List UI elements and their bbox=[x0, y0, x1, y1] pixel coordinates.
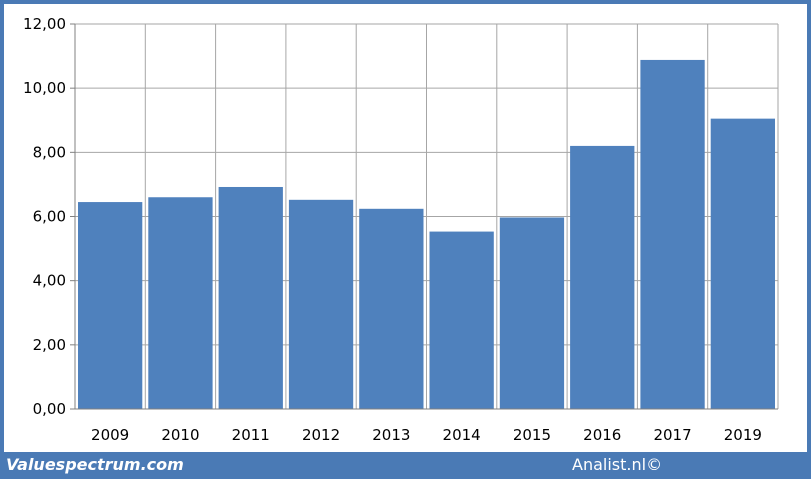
y-tick-label: 2,00 bbox=[33, 336, 66, 354]
bar-2012 bbox=[288, 199, 354, 409]
x-tick-label: 2015 bbox=[513, 426, 551, 444]
x-tick-label: 2016 bbox=[583, 426, 621, 444]
axis-layer bbox=[70, 23, 778, 410]
y-tick-label: 4,00 bbox=[33, 272, 66, 290]
y-tick-label: 0,00 bbox=[33, 400, 66, 418]
grid-layer bbox=[75, 23, 779, 409]
bar-chart: 0,00 2,00 4,00 6,00 8,00 10,00 12,00 2009 2010 20… bbox=[23, 15, 779, 444]
bar-2013 bbox=[359, 208, 424, 409]
x-tick-label: 2009 bbox=[91, 426, 129, 444]
x-tick-label: 2019 bbox=[724, 426, 762, 444]
y-tick-label: 8,00 bbox=[33, 143, 66, 161]
x-tick-label: 2017 bbox=[653, 426, 691, 444]
bar-2010 bbox=[148, 197, 213, 409]
bar-2015 bbox=[499, 217, 565, 409]
bar-2016 bbox=[570, 145, 635, 409]
label-layer: 0,00 2,00 4,00 6,00 8,00 10,00 12,00 2009 2010 20… bbox=[23, 15, 762, 444]
x-tick-label: 2011 bbox=[232, 426, 270, 444]
bar-2011 bbox=[218, 186, 283, 409]
bar-2014 bbox=[429, 231, 494, 409]
bar-2019 bbox=[710, 118, 775, 409]
x-tick-label: 2014 bbox=[443, 426, 481, 444]
y-tick-label: 12,00 bbox=[23, 15, 66, 33]
x-tick-label: 2012 bbox=[302, 426, 340, 444]
y-tick-label: 10,00 bbox=[23, 79, 66, 97]
x-tick-label: 2010 bbox=[161, 426, 199, 444]
y-tick-label: 6,00 bbox=[33, 208, 66, 226]
x-tick-label: 2013 bbox=[372, 426, 410, 444]
valuespectrum-brand: Valuespectrum.com bbox=[6, 455, 184, 474]
bar-2009 bbox=[78, 202, 143, 409]
plot-card: 0,00 2,00 4,00 6,00 8,00 10,00 12,00 2009 2010 20… bbox=[4, 4, 807, 452]
bar-layer bbox=[78, 59, 775, 409]
analist-brand: Analist.nl© bbox=[572, 455, 663, 474]
bar-2017 bbox=[640, 59, 705, 409]
